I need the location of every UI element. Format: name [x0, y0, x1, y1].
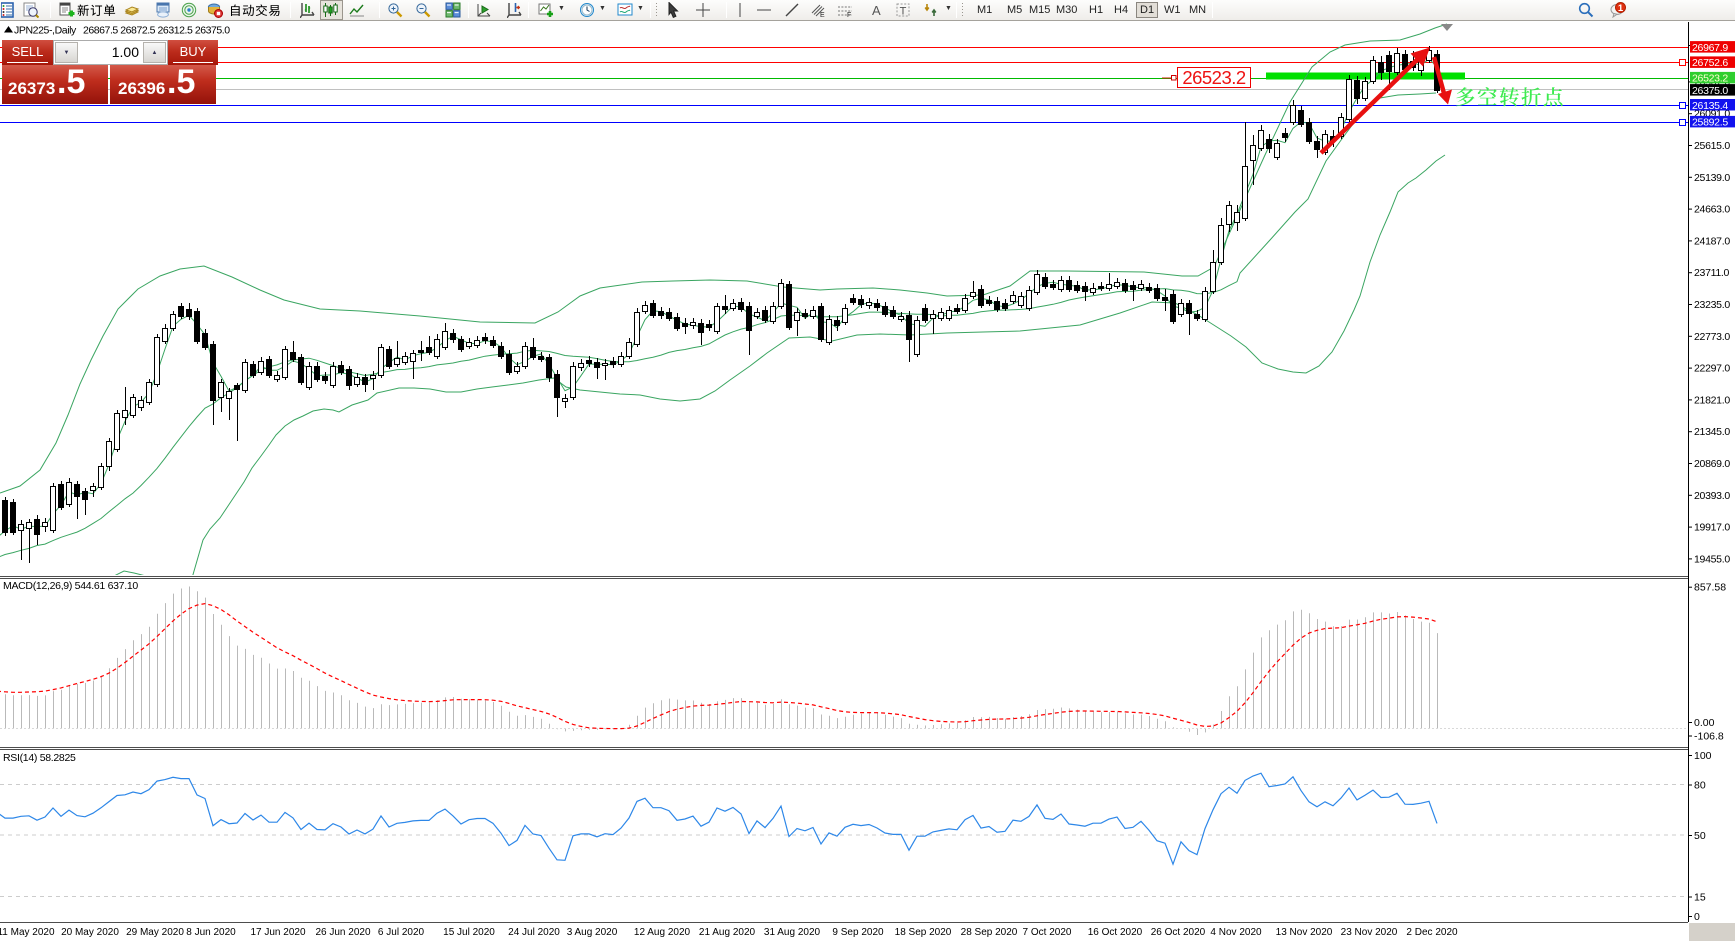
svg-text:21 Aug 2020: 21 Aug 2020 — [699, 927, 756, 938]
svg-text:1: 1 — [1618, 3, 1624, 14]
svg-text:23 Nov 2020: 23 Nov 2020 — [1341, 927, 1398, 938]
svg-text:9 Sep 2020: 9 Sep 2020 — [832, 927, 884, 938]
svg-text:0.00: 0.00 — [1694, 717, 1715, 729]
svg-text:857.58: 857.58 — [1694, 582, 1726, 594]
svg-text:26967.9: 26967.9 — [1692, 42, 1728, 54]
svg-text:F: F — [847, 12, 851, 18]
svg-text:19917.0: 19917.0 — [1694, 522, 1730, 534]
svg-text:15: 15 — [1694, 892, 1706, 904]
svg-text:11 May 2020: 11 May 2020 — [0, 927, 55, 938]
svg-text:28 Sep 2020: 28 Sep 2020 — [961, 927, 1018, 938]
svg-text:26867.5 26872.5 26312.5 26375.: 26867.5 26872.5 26312.5 26375.0 — [83, 25, 230, 37]
svg-text:29 May 2020: 29 May 2020 — [126, 927, 184, 938]
svg-text:T: T — [900, 6, 907, 18]
svg-text:E: E — [820, 12, 825, 18]
svg-text:7 Oct 2020: 7 Oct 2020 — [1023, 927, 1072, 938]
svg-text:21821.0: 21821.0 — [1694, 394, 1730, 406]
svg-text:22297.0: 22297.0 — [1694, 363, 1730, 375]
svg-text:4 Nov 2020: 4 Nov 2020 — [1210, 927, 1262, 938]
svg-text:3 Aug 2020: 3 Aug 2020 — [567, 927, 618, 938]
svg-text:24663.0: 24663.0 — [1694, 204, 1730, 216]
svg-text:20869.0: 20869.0 — [1694, 458, 1730, 470]
svg-text:26 Jun 2020: 26 Jun 2020 — [315, 927, 370, 938]
svg-text:18 Sep 2020: 18 Sep 2020 — [895, 927, 952, 938]
svg-text:6 Jul 2020: 6 Jul 2020 — [378, 927, 425, 938]
svg-text:16 Oct 2020: 16 Oct 2020 — [1088, 927, 1143, 938]
svg-text:15 Jul 2020: 15 Jul 2020 — [443, 927, 495, 938]
svg-text:-106.8: -106.8 — [1694, 731, 1724, 743]
svg-text:23235.0: 23235.0 — [1694, 299, 1730, 311]
svg-text:17 Jun 2020: 17 Jun 2020 — [250, 927, 305, 938]
svg-text:JPN225-,Daily: JPN225-,Daily — [14, 25, 77, 37]
svg-text:25615.0: 25615.0 — [1694, 140, 1730, 152]
svg-text:0: 0 — [1694, 911, 1700, 923]
svg-text:20 May 2020: 20 May 2020 — [61, 927, 119, 938]
svg-text:26 Oct 2020: 26 Oct 2020 — [1151, 927, 1206, 938]
svg-text:26375.0: 26375.0 — [1692, 85, 1728, 97]
svg-text:20393.0: 20393.0 — [1694, 490, 1730, 502]
svg-text:100: 100 — [1694, 750, 1712, 762]
svg-text:26752.6: 26752.6 — [1692, 57, 1728, 69]
svg-text:25892.5: 25892.5 — [1692, 117, 1728, 129]
svg-text:MACD(12,26,9) 544.61 637.10: MACD(12,26,9) 544.61 637.10 — [3, 580, 138, 592]
svg-text:31 Aug 2020: 31 Aug 2020 — [764, 927, 821, 938]
svg-text:22773.0: 22773.0 — [1694, 331, 1730, 343]
svg-text:24 Jul 2020: 24 Jul 2020 — [508, 927, 560, 938]
svg-text:RSI(14) 58.2825: RSI(14) 58.2825 — [3, 752, 76, 764]
svg-text:12 Aug 2020: 12 Aug 2020 — [634, 927, 691, 938]
svg-text:80: 80 — [1694, 780, 1706, 792]
svg-text:8 Jun 2020: 8 Jun 2020 — [186, 927, 236, 938]
svg-text:21345.0: 21345.0 — [1694, 426, 1730, 438]
svg-text:19455.0: 19455.0 — [1694, 553, 1730, 565]
svg-text:24187.0: 24187.0 — [1694, 235, 1730, 247]
svg-text:26523.2: 26523.2 — [1692, 73, 1728, 85]
svg-text:50: 50 — [1694, 830, 1706, 842]
svg-text:13 Nov 2020: 13 Nov 2020 — [1276, 927, 1333, 938]
svg-text:2 Dec 2020: 2 Dec 2020 — [1406, 927, 1458, 938]
svg-text:26523.2: 26523.2 — [1182, 67, 1246, 88]
svg-text:25139.0: 25139.0 — [1694, 172, 1730, 184]
svg-text:23711.0: 23711.0 — [1694, 267, 1730, 279]
svg-text:A: A — [872, 3, 881, 18]
svg-text:26135.4: 26135.4 — [1692, 100, 1728, 112]
